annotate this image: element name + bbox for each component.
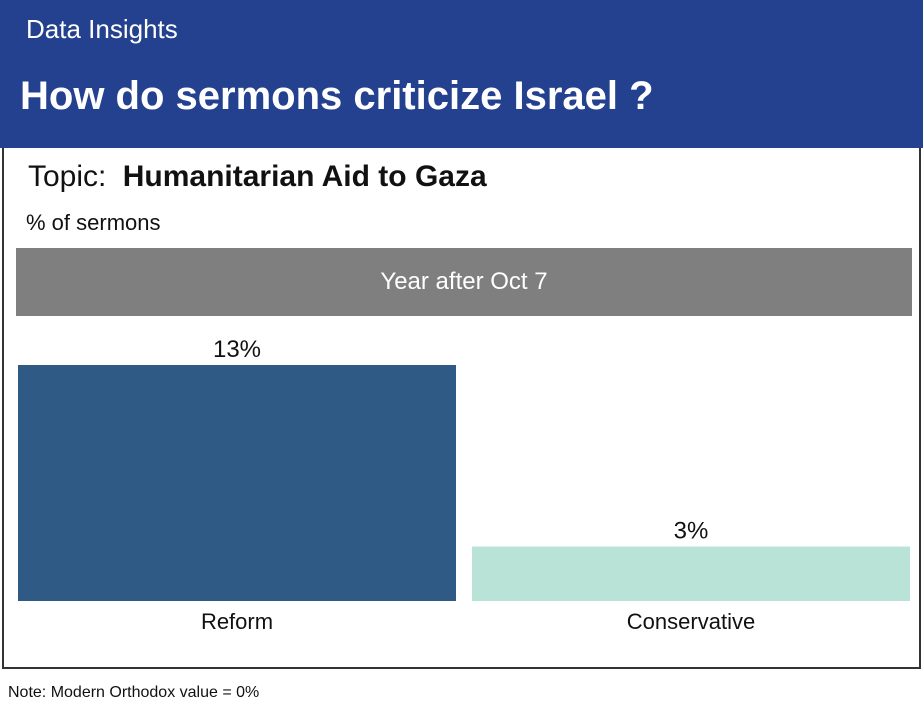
data-label-reform: 13% <box>213 336 261 363</box>
bar-chart: 13% Reform 3% Conservative <box>18 336 910 634</box>
page-title: How do sermons criticize Israel ? <box>20 74 654 118</box>
footnote: Note: Modern Orthodox value = 0% <box>8 684 260 701</box>
chart-panel: Topic: Humanitarian Aid to Gaza % of ser… <box>2 148 921 669</box>
y-unit-label: % of sermons <box>26 210 161 235</box>
facet-header: Year after Oct 7 <box>16 248 912 316</box>
header-kicker: Data Insights <box>26 14 178 44</box>
facet-label: Year after Oct 7 <box>380 268 548 295</box>
topic-name: Humanitarian Aid to Gaza <box>122 160 487 193</box>
bar-reform <box>18 365 456 601</box>
bar-conservative <box>472 546 910 601</box>
topic-prefix: Topic: <box>28 160 107 193</box>
topic-row: Topic: Humanitarian Aid to Gaza <box>28 160 487 194</box>
category-label-reform: Reform <box>201 609 273 634</box>
category-label-conservative: Conservative <box>627 609 755 634</box>
data-label-conservative: 3% <box>674 518 709 545</box>
header-banner: Data Insights How do sermons criticize I… <box>0 0 923 148</box>
